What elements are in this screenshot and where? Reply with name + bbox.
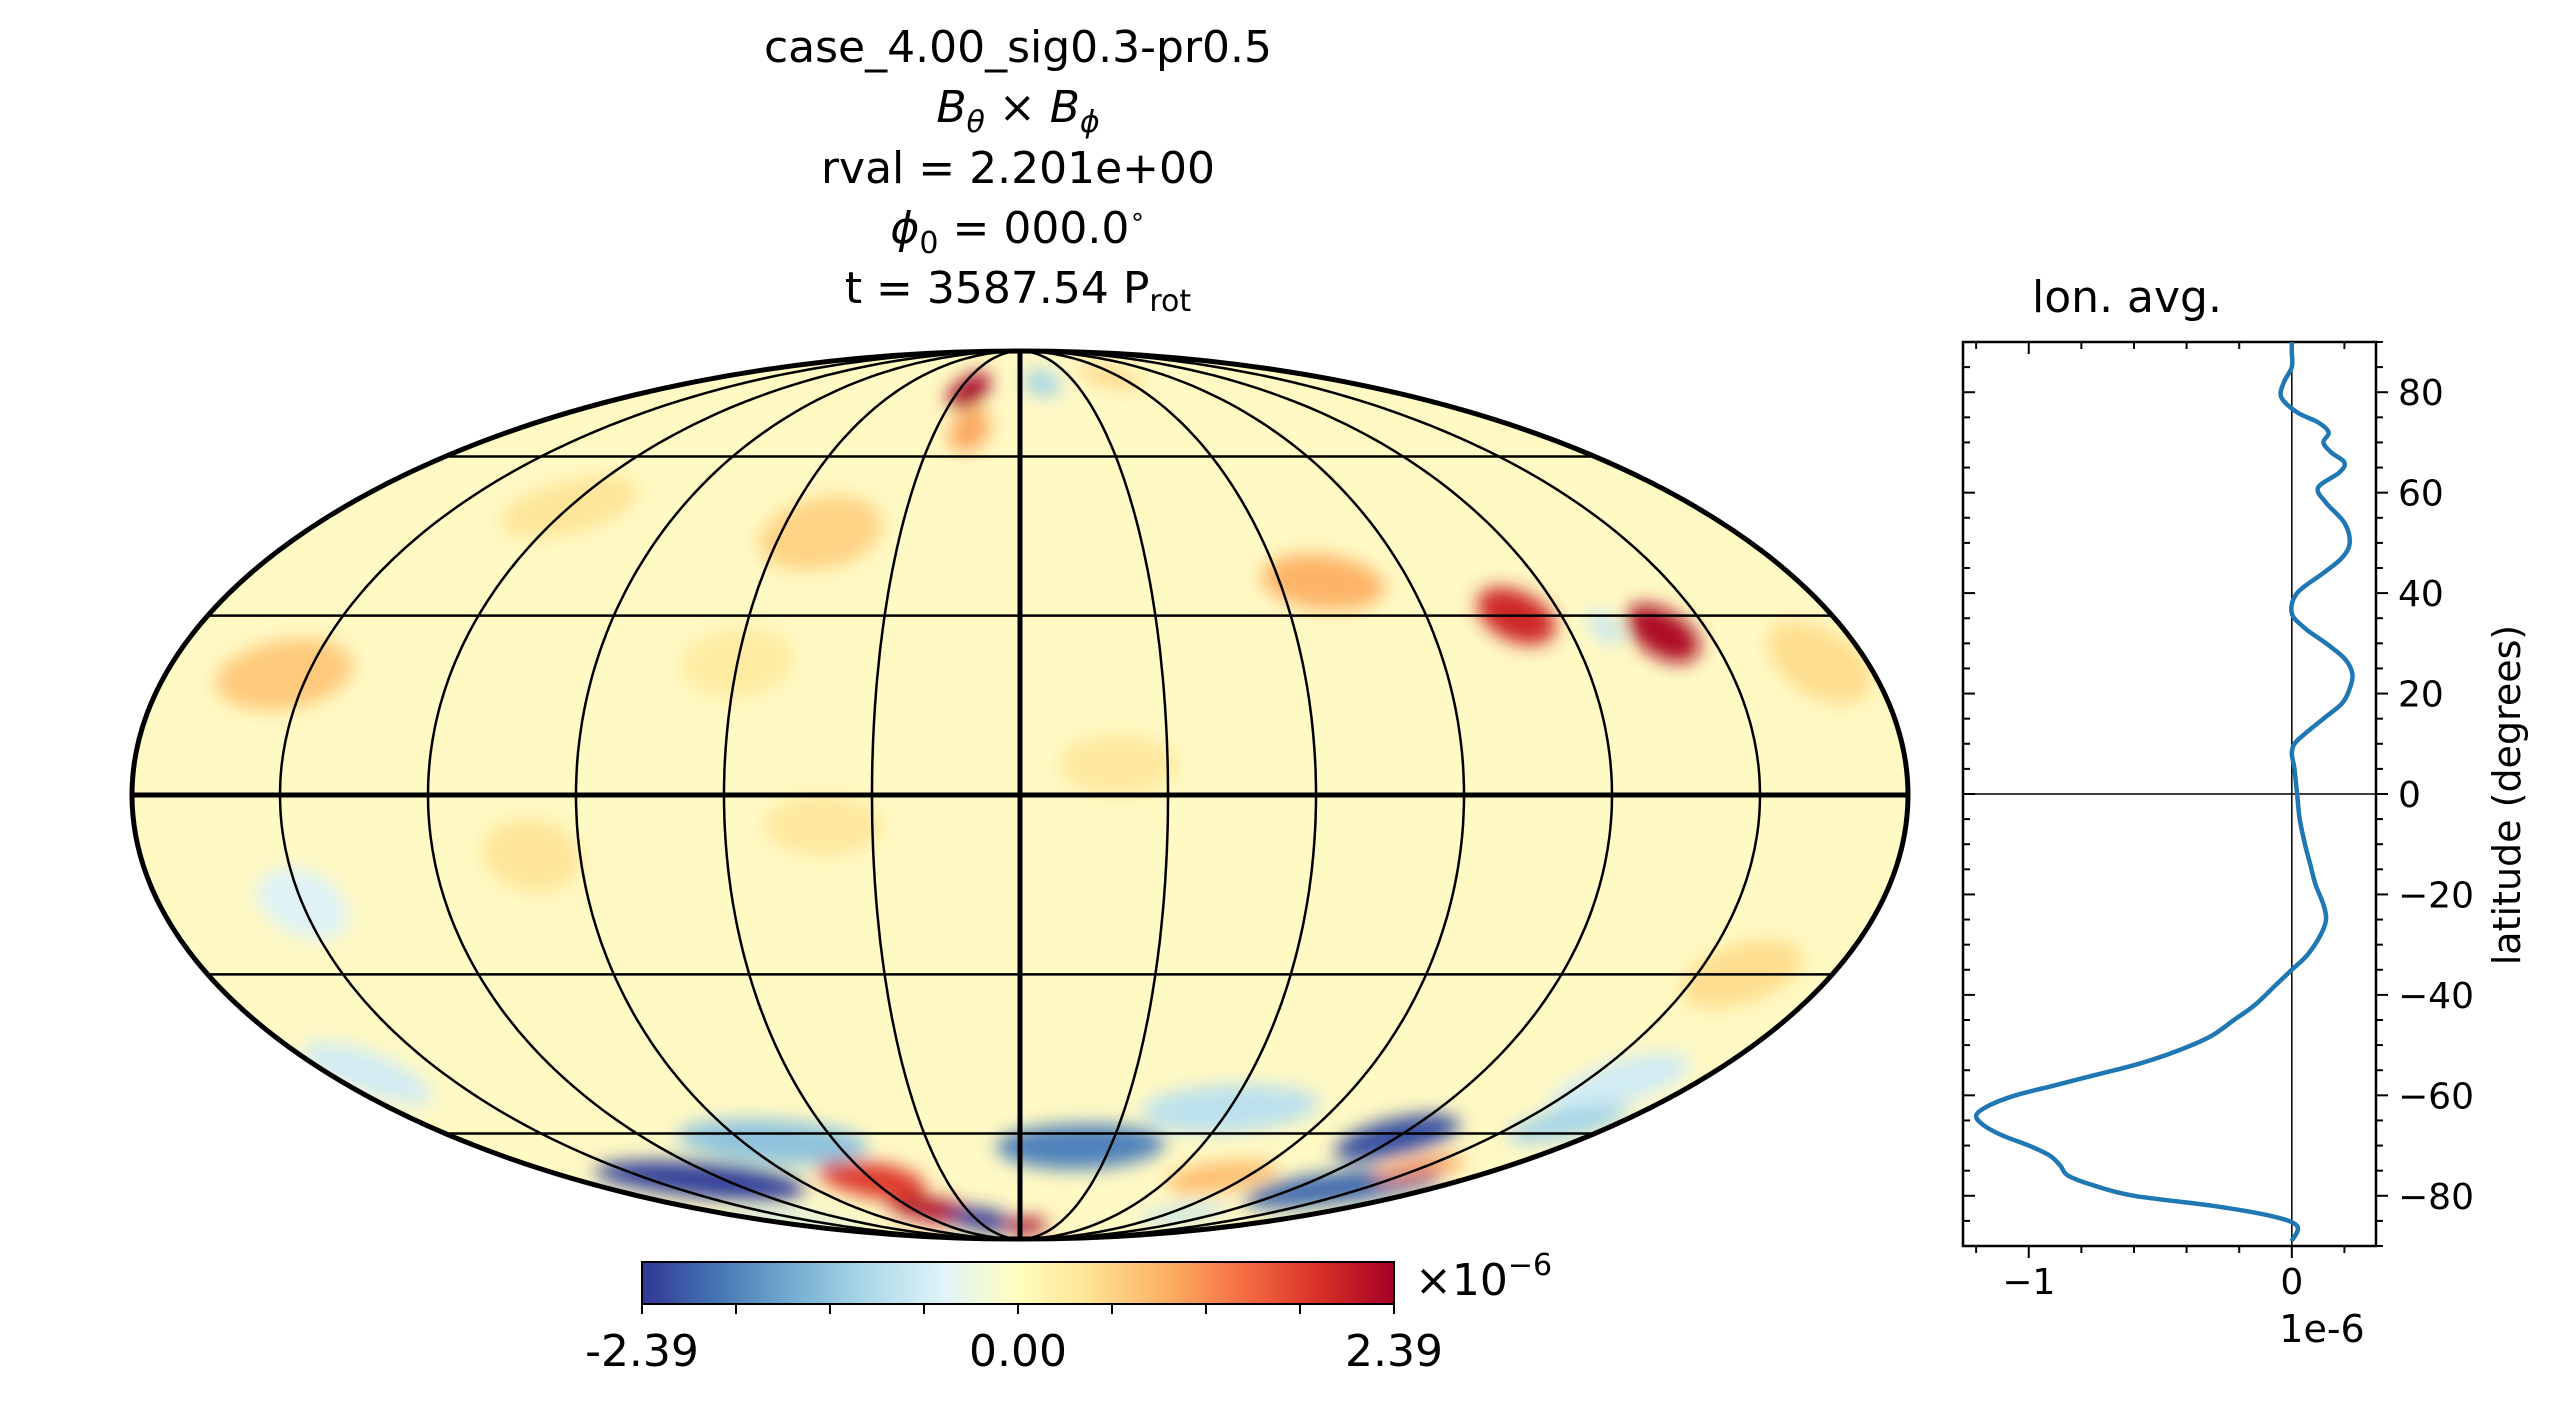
title-quantity: Bθ × Bϕ (936, 82, 1099, 140)
latitude-axis-label: latitude (degrees) (2485, 625, 2529, 965)
lon-avg-series-line (1973, 341, 2355, 1243)
field-feature (947, 372, 990, 409)
colorbar-max-label: 2.39 (1345, 1326, 1443, 1377)
latitude-tick-label: 80 (2398, 373, 2444, 414)
latitude-tick-label: −80 (2398, 1177, 2474, 1218)
field-feature (996, 1124, 1166, 1170)
latitude-tick-labels: −80 −60 −40 −20 0 20 40 60 80 (2398, 373, 2474, 1218)
field-feature (482, 819, 581, 892)
map-boundary (129, 348, 1911, 1242)
latitude-tick-label: 0 (2398, 775, 2421, 816)
value-tick-labels: −1 0 (2002, 1262, 2303, 1303)
colorbar-ticks (641, 1304, 1395, 1314)
field-feature (1059, 734, 1178, 795)
field-feature (1078, 363, 1143, 389)
title-case: case_4.00_sig0.3-pr0.5 (764, 22, 1272, 73)
value-tick-label: 0 (2280, 1262, 2303, 1303)
colorbar: -2.39 0.00 2.39 ×10−6 (585, 1248, 1552, 1377)
title-time: t = 3587.54 Prot (845, 263, 1192, 319)
latitude-tick-label: 20 (2398, 675, 2444, 716)
latitude-tick-label: −40 (2398, 976, 2474, 1017)
lon-avg-title: lon. avg. (2032, 272, 2222, 323)
field-feature (1138, 1204, 1228, 1224)
field-feature (1166, 1160, 1279, 1194)
colorbar-min-label: -2.39 (585, 1326, 699, 1377)
latitude-tick-label: −60 (2398, 1076, 2474, 1117)
colorbar-scale-label: ×10−6 (1415, 1248, 1552, 1306)
colorbar-gradient (641, 1261, 1395, 1305)
field-feature (1767, 621, 1874, 705)
field-feature (1587, 609, 1622, 645)
field-feature (948, 408, 990, 452)
figure-title: case_4.00_sig0.3-pr0.5 Bθ × Bϕ rval = 2.… (764, 22, 1272, 319)
field-feature (1004, 1217, 1048, 1235)
lon-avg-ticks (1963, 341, 2388, 1258)
field-feature (676, 1119, 868, 1166)
latitude-tick-label: 40 (2398, 574, 2444, 615)
map-field (132, 351, 1908, 1239)
value-offset-label: 1e-6 (2279, 1307, 2364, 1351)
field-feature (764, 795, 883, 856)
latitude-tick-label: −20 (2398, 875, 2474, 916)
field-feature (1626, 604, 1700, 663)
latitude-tick-label: 60 (2398, 474, 2444, 515)
lon-avg-panel: lon. avg. −80 −60 −40 −20 0 20 40 60 80 −1 0 1e-6… (1961, 272, 2529, 1351)
field-feature (1261, 553, 1385, 610)
title-rval: rval = 2.201e+00 (821, 143, 1215, 194)
field-feature (1023, 369, 1062, 397)
field-feature (300, 1041, 434, 1105)
value-tick-label: −1 (2002, 1262, 2055, 1303)
mollweide-map (129, 348, 1911, 1242)
title-phi0: ϕ0 = 000.0∘ (890, 202, 1145, 261)
field-feature (215, 638, 353, 711)
colorbar-mid-label: 0.00 (969, 1326, 1067, 1377)
field-feature (1549, 1052, 1691, 1115)
